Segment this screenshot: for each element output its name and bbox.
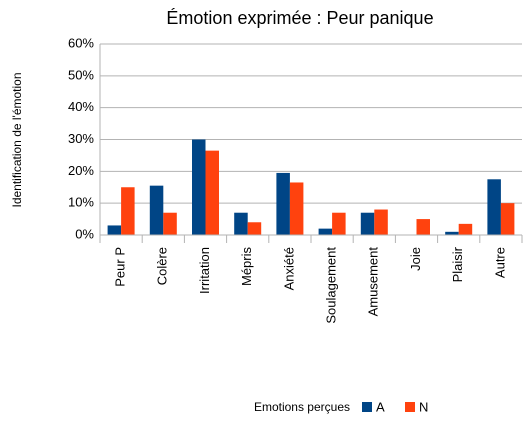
bar [416,219,430,235]
bar [318,228,333,235]
x-tick-label: Amusement [366,247,381,317]
x-tick-label: Anxiété [281,247,296,290]
bar [500,203,515,235]
bar [276,172,290,235]
bar [149,185,164,235]
x-tick-label: Autre [492,247,507,278]
chart-title: Émotion exprimée : Peur panique [166,8,433,28]
bar [487,179,501,235]
y-tick-label: 40% [68,99,94,114]
bar [458,223,473,235]
bar [163,212,177,235]
x-tick-label: Plaisir [450,246,465,282]
x-tick-label: Irritation [197,247,212,294]
y-tick-label: 30% [68,131,94,146]
legend-label: A [376,399,385,414]
legend-label: N [419,399,428,414]
x-tick-label: Joie [408,247,423,271]
bar [374,209,388,235]
legend-swatch [405,402,415,412]
x-tick-label: Mépris [239,247,254,287]
x-tick-label: Peur P [113,247,128,287]
y-tick-label: 0% [75,226,94,241]
bar [121,187,135,235]
bar [234,212,248,235]
bar [289,182,304,235]
x-tick-label: Soulagement [324,247,339,324]
x-tick-label: Colère [155,247,170,285]
legend-swatch [362,402,372,412]
bar [247,222,262,235]
y-tick-label: 10% [68,195,94,210]
bar [107,225,122,235]
x-axis-label: Emotions perçues [254,400,350,414]
bar [360,212,375,235]
bar [332,212,346,235]
y-axis-label: Identification de l'émotion [10,72,24,207]
y-tick-label: 20% [68,163,94,178]
y-tick-label: 50% [68,67,94,82]
y-tick-label: 60% [68,35,94,50]
bar [445,231,459,235]
bar [192,139,206,235]
bar [205,150,219,235]
